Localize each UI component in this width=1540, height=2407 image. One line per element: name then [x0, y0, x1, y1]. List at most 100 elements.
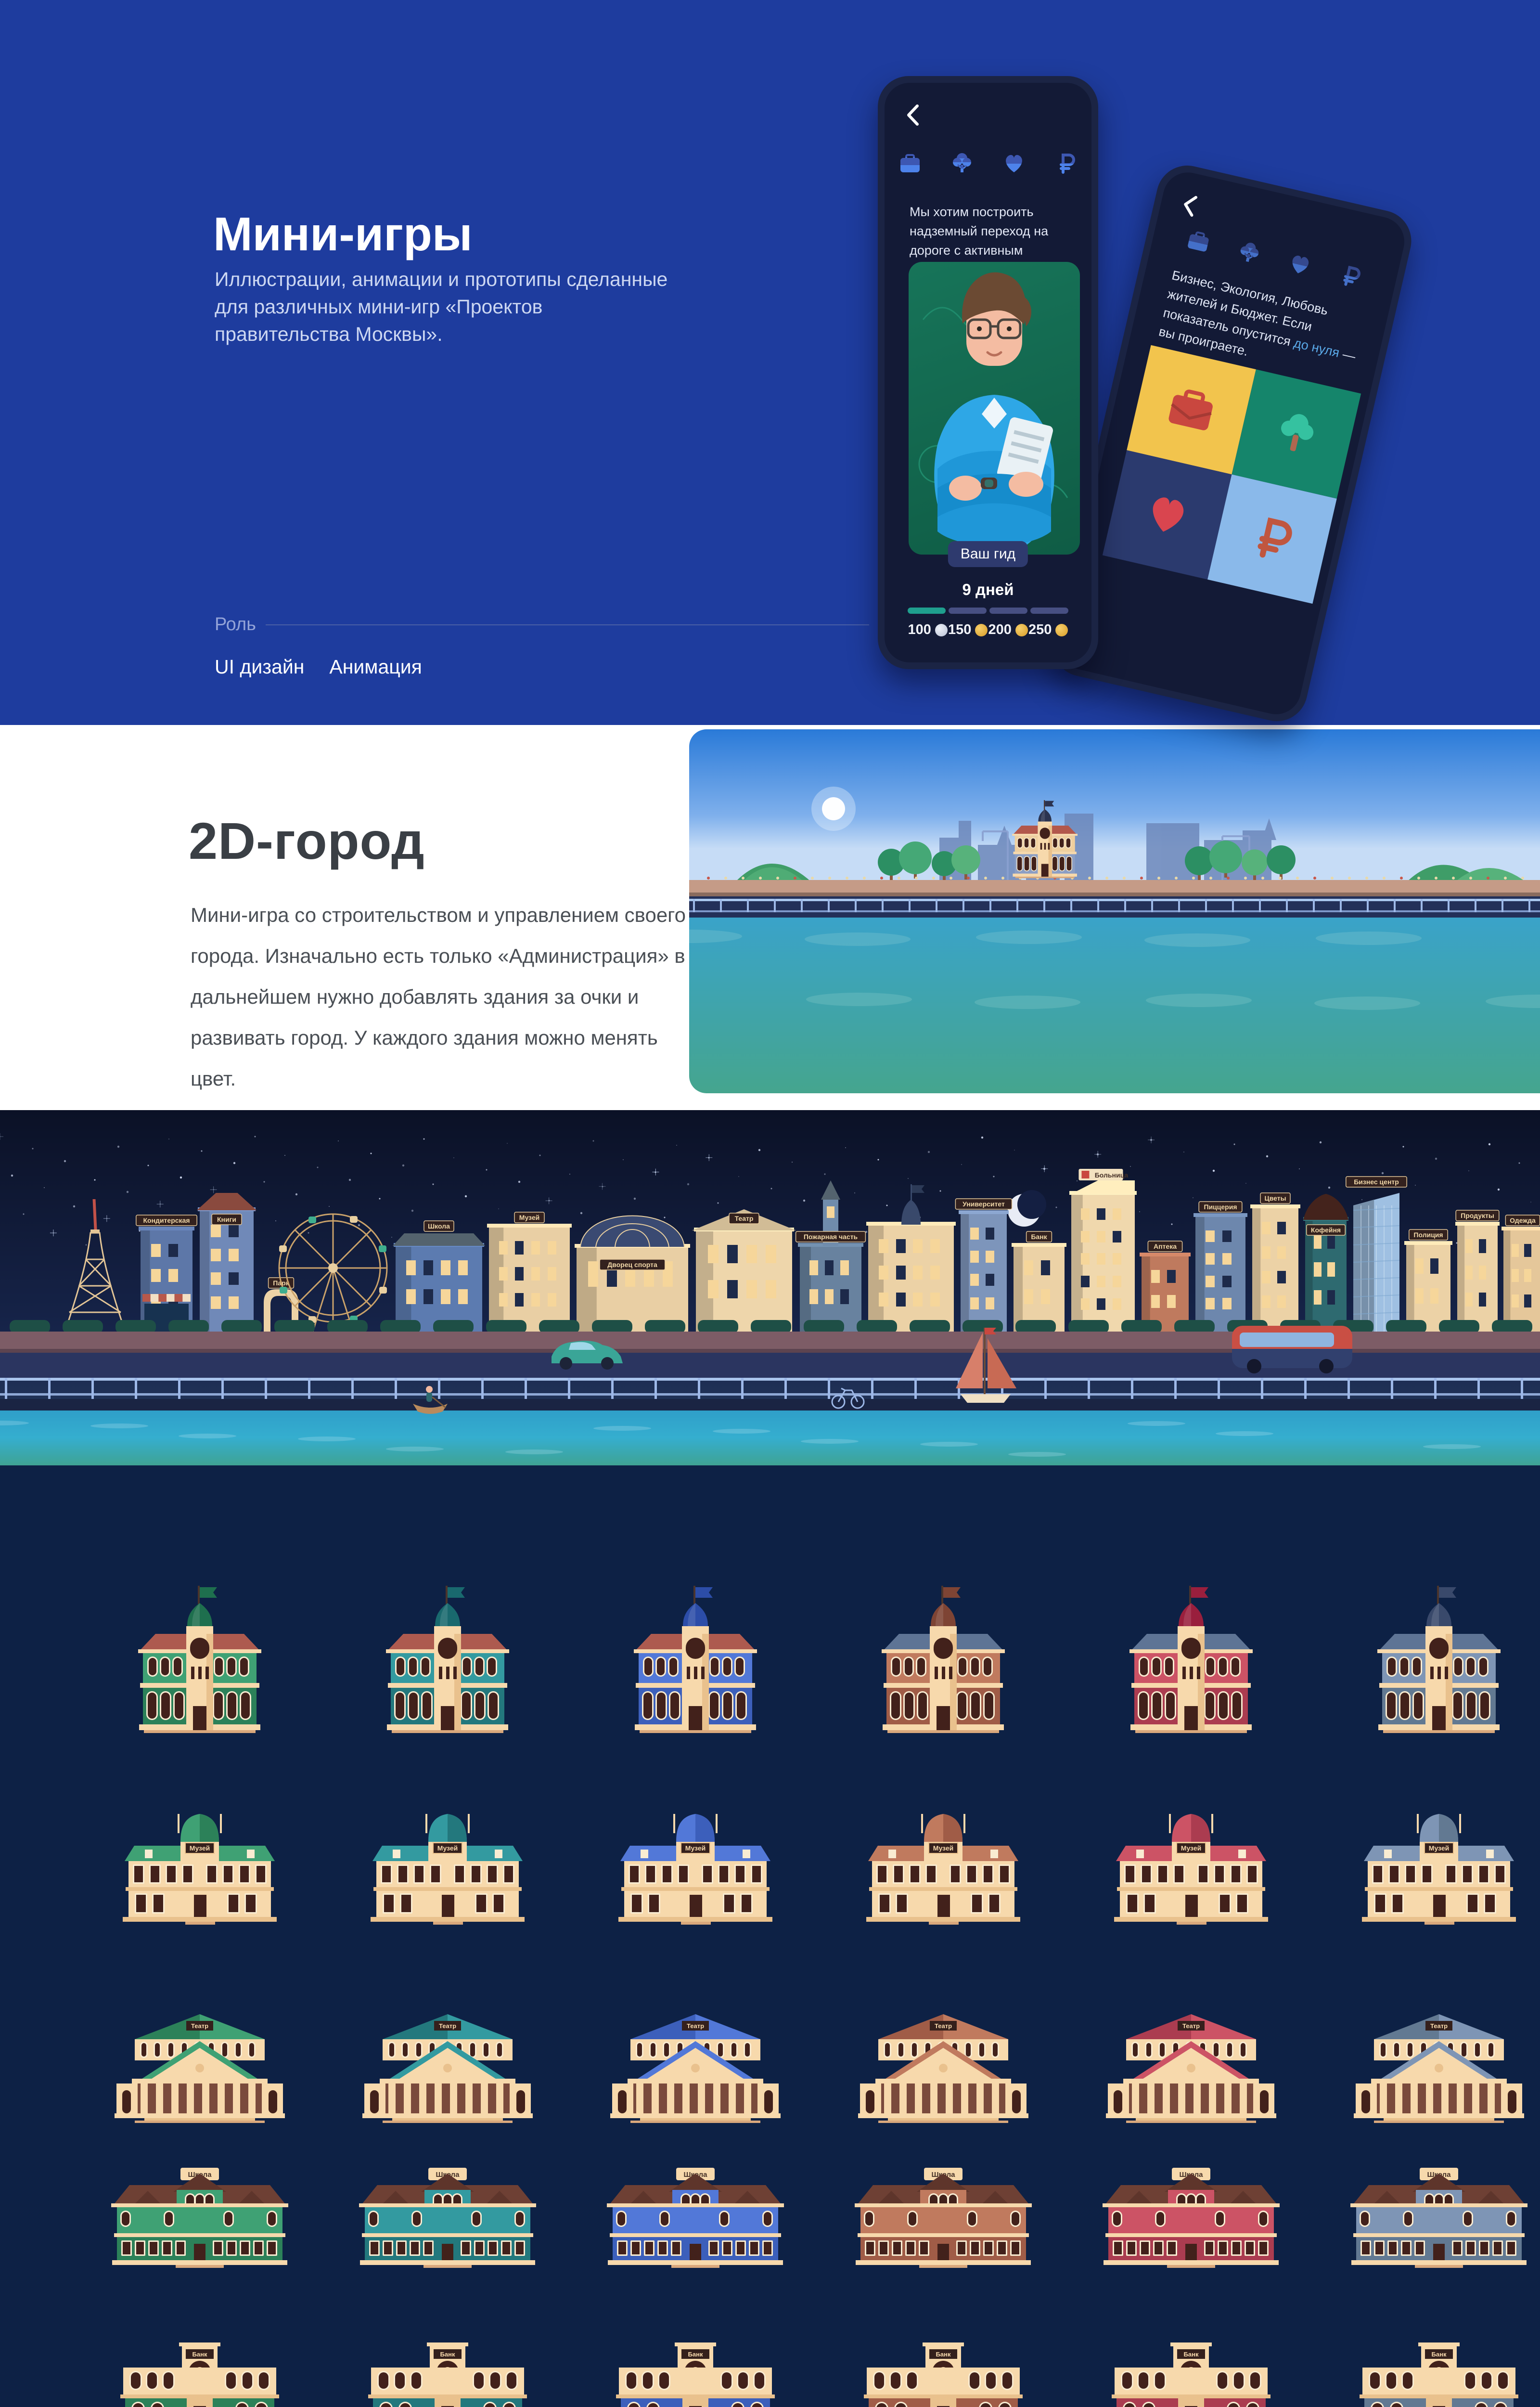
progress-bar [908, 608, 946, 614]
stat-tile-grid [1102, 345, 1361, 604]
night-panorama: Кондитерская Книги Парк Школа Музей Дворец сп… [0, 1110, 1540, 1465]
svg-text:Театр: Театр [1430, 2022, 1448, 2030]
progress-bar [989, 608, 1027, 614]
tag-animation[interactable]: Анимация [329, 656, 422, 678]
day-city-illustration [689, 729, 1540, 1093]
svg-text:Пожарная часть: Пожарная часть [804, 1233, 858, 1241]
stat-tile-ecology[interactable] [1232, 369, 1361, 499]
building-administration-blue [628, 1585, 763, 1741]
tree-icon [1240, 243, 1259, 262]
gold-coin-icon [1055, 623, 1068, 636]
building-museum-teal: Музей [361, 1799, 534, 1927]
days-counter: 9 дней [962, 581, 1014, 598]
building-row-school: Школа Школа Школа Школа Школа Школа [103, 2168, 1535, 2271]
guide-card [909, 262, 1080, 555]
heart-icon [1006, 155, 1022, 172]
building-row-museum: Музей Музей Музей Музей Музей Музей [113, 1799, 1526, 1927]
guide-badge: Ваш гид [948, 541, 1028, 567]
stat-tile-love[interactable] [1102, 450, 1232, 580]
role-label: Роль [215, 614, 256, 634]
building-school-slate: Школа [1343, 2168, 1535, 2271]
svg-text:Пиццерия: Пиццерия [1204, 1203, 1237, 1211]
gold-coin-icon [1015, 623, 1028, 636]
guide-character [918, 272, 1068, 555]
building-museum-slate: Музей [1352, 1799, 1526, 1927]
svg-text:Аптека: Аптека [1154, 1242, 1177, 1250]
progress-bar [1030, 608, 1068, 614]
svg-text:Музей: Музей [1429, 1844, 1449, 1852]
svg-text:Бизнес центр: Бизнес центр [1354, 1178, 1399, 1186]
building-museum-green: Музей [113, 1799, 286, 1927]
building-theater-blue: Театр [606, 2007, 784, 2125]
building-row-bank: Банк Банк Банк Банк Банк Банк [106, 2342, 1533, 2407]
svg-text:Банк: Банк [1031, 1233, 1047, 1241]
stat-icon-row [1152, 219, 1398, 299]
svg-text:Школа: Школа [428, 1222, 450, 1230]
svg-text:Музей: Музей [933, 1844, 953, 1852]
milestone-100: 100 [908, 622, 948, 638]
svg-text:Банк: Банк [192, 2351, 207, 2358]
svg-text:Банк: Банк [688, 2351, 703, 2358]
svg-text:Цветы: Цветы [1264, 1194, 1286, 1202]
milestone-150: 150 [948, 622, 988, 638]
building-school-red: Школа [1095, 2168, 1287, 2271]
svg-text:Театр: Театр [1182, 2022, 1200, 2030]
building-bank-slate: Банк [1345, 2342, 1533, 2407]
stat-tile-business[interactable] [1127, 345, 1256, 475]
stat-tile-budget[interactable] [1207, 474, 1337, 604]
role-divider [265, 624, 869, 625]
building-theater-terracotta: Театр [854, 2007, 1032, 2125]
svg-text:Музей: Музей [519, 1214, 539, 1221]
back-icon[interactable] [906, 104, 920, 126]
svg-text:Одежда: Одежда [1510, 1216, 1536, 1224]
svg-text:Полиция: Полиция [1413, 1231, 1443, 1239]
phone1-screen: Мы хотим построить надземный переход на … [885, 83, 1091, 662]
svg-text:Театр: Театр [687, 2022, 704, 2030]
building-bank-green: Банк [106, 2342, 294, 2407]
svg-text:Музей: Музей [190, 1844, 210, 1852]
svg-text:Театр: Театр [735, 1215, 754, 1222]
tree-icon [953, 153, 971, 172]
building-bank-teal: Банк [354, 2342, 541, 2407]
back-icon[interactable] [1180, 193, 1199, 218]
tag-ui-design[interactable]: UI дизайн [215, 656, 305, 678]
role-row: Роль [215, 614, 869, 635]
heart-icon [1292, 256, 1309, 273]
building-theater-green: Театр [111, 2007, 289, 2125]
svg-text:Музей: Музей [437, 1844, 458, 1852]
building-row-administration [132, 1585, 1506, 1741]
svg-text:Кондитерская: Кондитерская [143, 1216, 190, 1224]
phone-mockup-1: Мы хотим построить надземный переход на … [878, 76, 1098, 669]
hero-section: Мини-игры Иллюстрации, анимации и протот… [0, 0, 1540, 727]
briefcase-icon [1168, 389, 1213, 430]
briefcase-icon [1188, 231, 1209, 252]
svg-text:Дворец спорта: Дворец спорта [607, 1261, 657, 1268]
svg-text:Театр: Театр [191, 2022, 208, 2030]
phone2-screen: Бизнес, Экология, Любовь жителей и Бюдже… [1054, 167, 1410, 720]
svg-text:Университет: Университет [962, 1200, 1005, 1208]
zero-link[interactable]: до нуля [1292, 336, 1341, 360]
ruble-icon [1258, 517, 1292, 558]
svg-text:Продукты: Продукты [1461, 1212, 1494, 1219]
role-tags: UI дизайн Анимация [215, 656, 422, 678]
svg-text:Музей: Музей [685, 1844, 706, 1852]
building-school-blue: Школа [599, 2168, 792, 2271]
svg-text:Музей: Музей [1181, 1844, 1201, 1852]
section-description: Мини-игра со строительством и управление… [191, 904, 686, 1090]
building-bank-red: Банк [1097, 2342, 1285, 2407]
tree-icon [1281, 414, 1314, 452]
svg-text:Театр: Театр [439, 2022, 456, 2030]
building-row-theater: Театр Театр Театр Театр Театр Театр [111, 2007, 1528, 2125]
svg-text:Кофейня: Кофейня [1311, 1226, 1341, 1234]
ruble-icon [1060, 154, 1075, 174]
building-museum-terracotta: Музей [857, 1799, 1030, 1927]
milestone-200: 200 [988, 622, 1028, 638]
svg-text:Театр: Театр [935, 2022, 952, 2030]
building-administration-slate [1372, 1585, 1506, 1741]
section-title: 2D-город [189, 812, 425, 870]
page-description: Иллюстрации, анимации и прототипы сделан… [215, 268, 668, 345]
building-administration-teal [380, 1585, 515, 1741]
building-theater-slate: Театр [1350, 2007, 1528, 2125]
svg-text:Банк: Банк [1184, 2351, 1199, 2358]
svg-text:Больница: Больница [1095, 1171, 1129, 1179]
